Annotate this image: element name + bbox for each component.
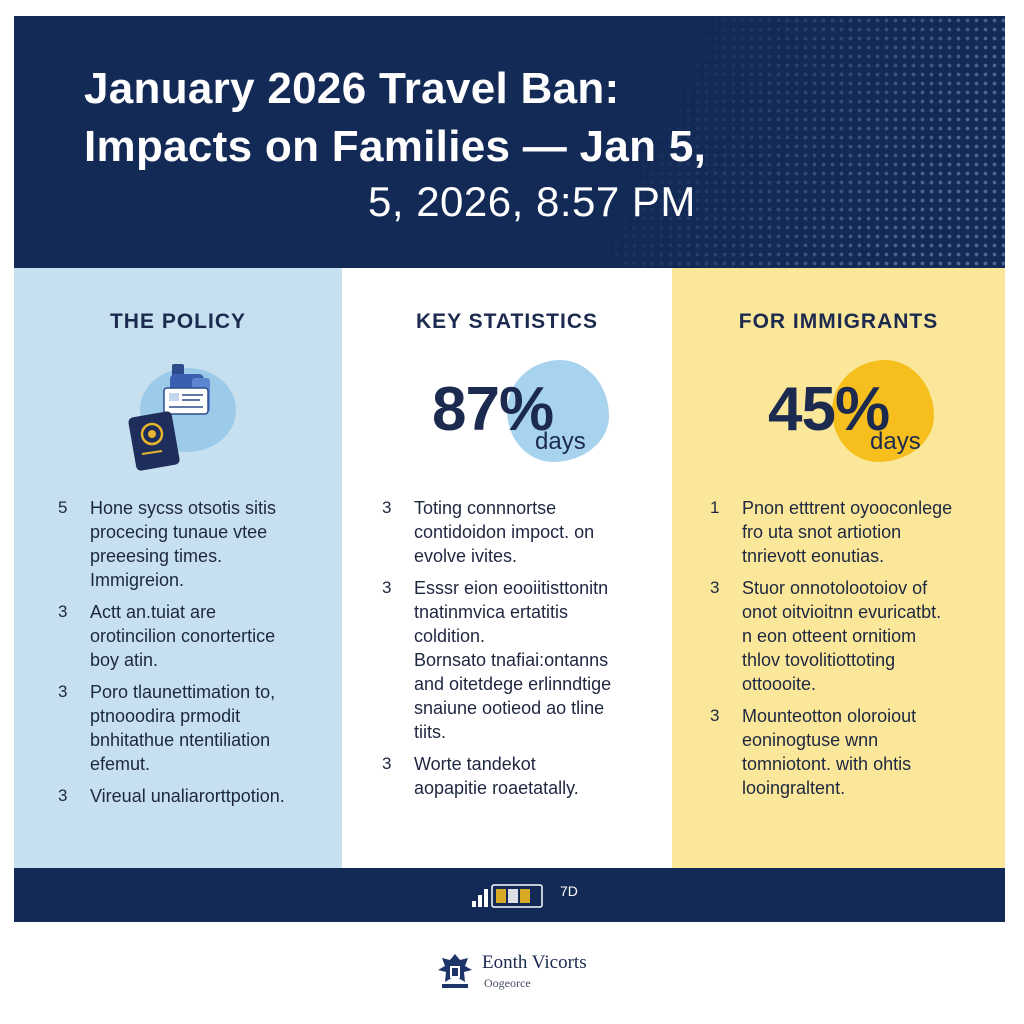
list-item-line: thlov tovolitiottoting — [742, 650, 896, 670]
list-item-line: aopapitie roaetatally. — [414, 778, 579, 798]
column-immigrants: FOR IMMIGRANTS 45% days 1 Pnon etttrent o… — [672, 268, 1005, 868]
list-item-line: tnatinmvica ertatitis — [414, 602, 569, 622]
list-item-line: snaiune ootieod ao tline — [414, 698, 605, 718]
list-item-line: Immigreion. — [90, 570, 185, 590]
list-item-line: tiits. — [414, 722, 447, 742]
eagle-seal-icon — [438, 954, 472, 988]
column-heading-immigrants: FOR IMMIGRANTS — [738, 310, 939, 333]
column-heading-statistics: KEY STATISTICS — [415, 310, 599, 333]
page-subtitle: 5, 2026, 8:57 PM — [368, 178, 696, 225]
list-item-line: Stuor onnotolootoiov of — [742, 578, 928, 598]
column-heading-policy: THE POLICY — [109, 310, 246, 333]
list-item-line: n eon otteent ornitiom — [742, 626, 917, 646]
list-item-line: efemut. — [90, 754, 151, 774]
columns: THE POLICY 5 Hone sycss otsotis sitis proc… — [14, 268, 1005, 868]
list-item: 3 Esssr eion eooiitisttonitn tnatinmvica e… — [382, 576, 644, 744]
list-item-line: orotincilion conortertice — [90, 626, 276, 646]
list-item: 3 Vireual unaliarorttpotion. — [58, 784, 314, 808]
stat-unit: days — [535, 428, 586, 455]
list-item-line: Poro tlaunettimation to, — [90, 682, 276, 702]
list-item-line: bnhitathue ntentiliation — [90, 730, 271, 750]
page-title: January 2026 Travel Ban: Impacts on Fami… — [84, 60, 964, 176]
footer-emblem-text: 7D — [560, 883, 578, 899]
list-item: 1 Pnon etttrent oyooconlege fro uta snot a… — [710, 496, 977, 568]
list-item-line: boy atin. — [90, 650, 159, 670]
list-item-number: 3 — [58, 682, 68, 701]
list-item-line: Bornsato tnafiai:ontanns — [414, 650, 609, 670]
immigrants-list: 1 Pnon etttrent oyooconlege fro uta snot a… — [710, 496, 977, 808]
stat-blob — [507, 360, 609, 462]
stat-value: 87% — [432, 375, 554, 444]
list-item: 3 Worte tandekot aopapitie roaetatally. — [382, 752, 644, 800]
list-item-line: Esssr eion eooiitisttonitn — [414, 578, 609, 598]
list-item-line: procecing tunaue vtee — [90, 522, 268, 542]
list-item: 5 Hone sycss otsotis sitis procecing tunau… — [58, 496, 314, 592]
list-item: 3 Actt an.tuiat are orotincilion conortert… — [58, 600, 314, 672]
title-line-2: Impacts on Families — Jan 5, — [84, 122, 707, 171]
list-item: 3 Poro tlaunettimation to, ptnooodira prmo… — [58, 680, 314, 776]
title-line-1: January 2026 Travel Ban: — [84, 64, 620, 113]
list-item-line: looingraltent. — [742, 778, 846, 798]
list-item-number: 3 — [382, 578, 392, 597]
logo-subtitle: Oogeorce — [484, 976, 531, 990]
logo-name: Eonth Vicorts — [482, 952, 587, 973]
policy-list: 5 Hone sycss otsotis sitis procecing tunau… — [58, 496, 314, 816]
list-item-line: preeesing times. — [90, 546, 223, 566]
header-banner: January 2026 Travel Ban: Impacts on Fami… — [14, 16, 1005, 268]
list-item-line: tnrievott eonutias. — [742, 546, 885, 566]
stat-unit: days — [870, 428, 921, 455]
list-item-number: 3 — [58, 786, 68, 805]
footer-bar: 7D — [14, 868, 1005, 922]
list-item-line: Vireual unaliarorttpotion. — [90, 786, 285, 806]
list-item-line: evolve ivites. — [414, 546, 518, 566]
list-item-line: ptnooodira prmodit — [90, 706, 241, 726]
list-item-line: onot oitvioitnn evuricatbt. — [742, 602, 942, 622]
list-item-line: Actt an.tuiat are — [90, 602, 217, 622]
list-item-line: Worte tandekot — [414, 754, 536, 774]
stat-value: 45% — [768, 375, 890, 444]
list-item-line: and oitetdege erlinndtige — [414, 674, 612, 694]
list-item-number: 3 — [382, 754, 392, 773]
list-item-line: Pnon etttrent oyooconlege — [742, 498, 953, 518]
column-statistics: KEY STATISTICS 87% days 3 Toting connnort… — [342, 268, 672, 868]
halftone-pattern — [585, 16, 1005, 268]
list-item-number: 3 — [710, 706, 720, 725]
stat-blob — [832, 360, 934, 462]
list-item-line: tomniotont. with ohtis — [742, 754, 912, 774]
list-item-number: 3 — [58, 602, 68, 621]
column-policy: THE POLICY 5 Hone sycss otsotis sitis proc… — [14, 268, 342, 868]
list-item: 3 Mounteotton oloroiout eoninogtuse wnn tom… — [710, 704, 977, 800]
stat-block-statistics: 87% days — [342, 356, 672, 476]
list-item-line: Toting connnortse — [414, 498, 557, 518]
list-item: 3 Toting connnortse contidoidon impoct. on… — [382, 496, 644, 568]
list-item-line: eoninogtuse wnn — [742, 730, 879, 750]
list-item-line: ottoooite. — [742, 674, 817, 694]
infographic: January 2026 Travel Ban: Impacts on Fami… — [14, 16, 1005, 922]
list-item-number: 3 — [710, 578, 720, 597]
list-item-number: 5 — [58, 498, 68, 517]
list-item: 3 Stuor onnotolootoiov of onot oitvioitnn … — [710, 576, 977, 696]
list-item-line: Hone sycss otsotis sitis — [90, 498, 277, 518]
stat-block-immigrants: 45% days — [672, 356, 1005, 476]
list-item-line: coldition. — [414, 626, 486, 646]
list-item-line: contidoidon impoct. on — [414, 522, 595, 542]
list-item-line: Mounteotton oloroiout — [742, 706, 917, 726]
list-item-number: 1 — [710, 498, 720, 517]
list-item-number: 3 — [382, 498, 392, 517]
footer-emblem-icon — [472, 884, 543, 908]
list-item-line: fro uta snot artiotion — [742, 522, 902, 542]
passport-documents-icon — [128, 364, 236, 471]
publisher-logo: Eonth Vicorts Oogeorce — [434, 946, 604, 1002]
statistics-list: 3 Toting connnortse contidoidon impoct. on… — [382, 496, 644, 808]
